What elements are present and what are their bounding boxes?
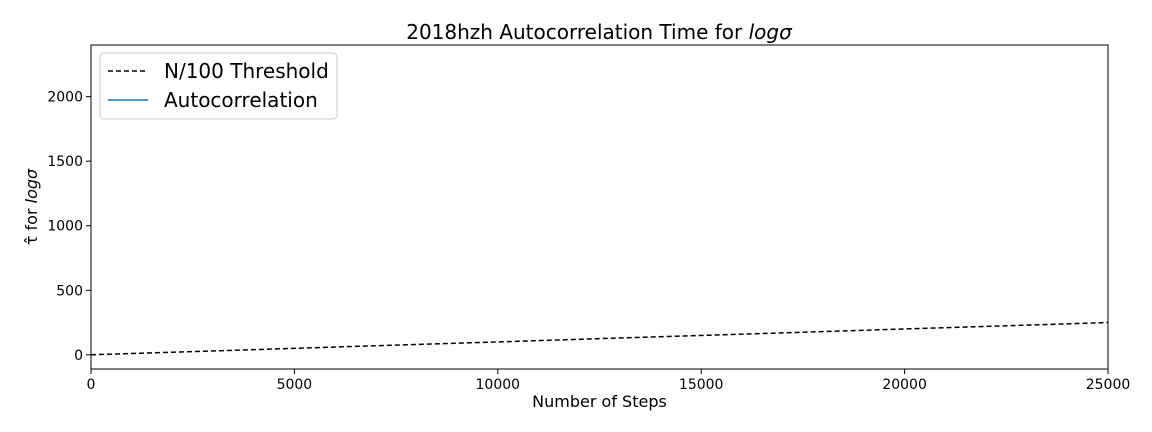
y-tick-label: 0 <box>74 348 83 364</box>
plot-area <box>90 321 1109 356</box>
series-line-threshold <box>90 321 1109 356</box>
legend-box <box>99 52 338 120</box>
chart-title-text: 2018hzh Autocorrelation Time for <box>406 20 748 44</box>
legend-label: Autocorrelation <box>164 88 318 112</box>
x-axis-label: Number of Steps <box>532 392 667 411</box>
y-axis-ticks: 0 500 1000 1500 2000 <box>47 90 91 364</box>
y-tick-label: 1000 <box>47 219 83 235</box>
legend-entries: N/100 Threshold Autocorrelation <box>108 59 329 112</box>
y-tick-label: 1500 <box>47 154 83 170</box>
x-tick-label: 0 <box>87 377 96 393</box>
x-tick-label: 15000 <box>679 377 724 393</box>
legend: N/100 Threshold Autocorrelation <box>99 52 338 120</box>
x-tick-label: 25000 <box>1086 377 1131 393</box>
legend-label: N/100 Threshold <box>164 59 329 83</box>
x-axis-ticks: 0 5000 10000 15000 20000 25000 <box>87 369 1131 393</box>
chart-title: 2018hzh Autocorrelation Time for logσ <box>406 20 793 44</box>
y-tick-label: 2000 <box>47 90 83 106</box>
y-axis-label-text: τ̂ for <box>22 203 41 245</box>
chart-title-math: logσ <box>749 20 793 44</box>
x-tick-label: 10000 <box>476 377 521 393</box>
y-tick-label: 500 <box>56 283 83 299</box>
x-tick-label: 5000 <box>277 377 313 393</box>
y-axis-label-math: logσ <box>22 168 41 203</box>
plot-frame <box>90 44 1109 370</box>
y-axis-label: τ̂ for logσ <box>22 168 41 245</box>
x-tick-label: 20000 <box>882 377 927 393</box>
